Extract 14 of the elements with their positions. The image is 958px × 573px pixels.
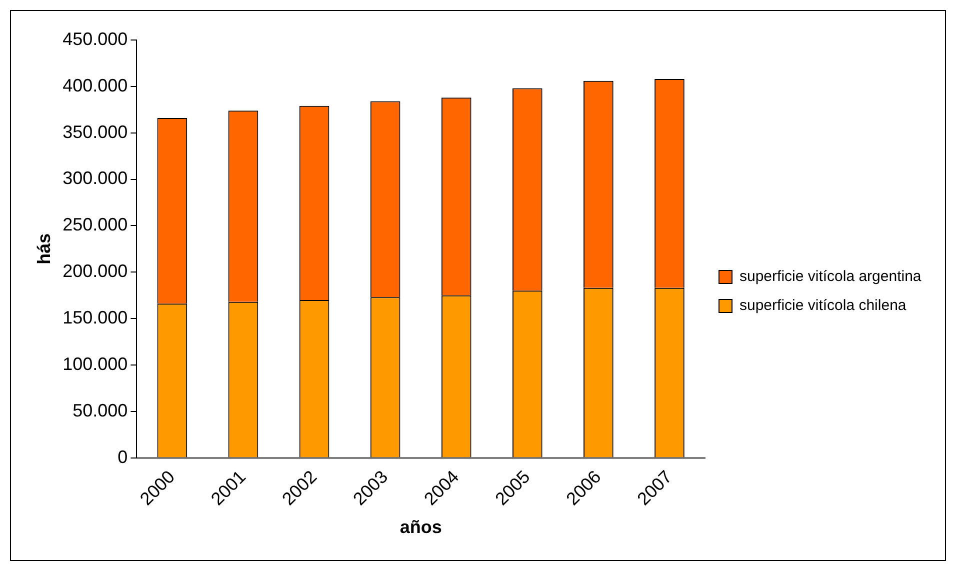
y-tick-label: 50.000	[72, 400, 128, 420]
y-tick-label: 300.000	[62, 168, 128, 188]
x-axis-title: años	[400, 517, 442, 538]
y-tick-label: 350.000	[62, 122, 128, 142]
legend-label: superficie vitícola chilena	[740, 297, 907, 314]
legend-label: superficie vitícola argentina	[740, 268, 922, 286]
y-tick-label: 200.000	[62, 261, 128, 282]
y-tick-label: 250.000	[62, 214, 128, 235]
y-tick-label: 150.000	[62, 308, 128, 328]
y-tick-label: 450.000	[62, 28, 128, 49]
y-tick-label: 100.000	[62, 354, 128, 374]
y-tick-label: 0	[118, 446, 128, 467]
y-tick-label: 400.000	[62, 75, 128, 96]
y-axis-title: hás	[34, 233, 54, 264]
